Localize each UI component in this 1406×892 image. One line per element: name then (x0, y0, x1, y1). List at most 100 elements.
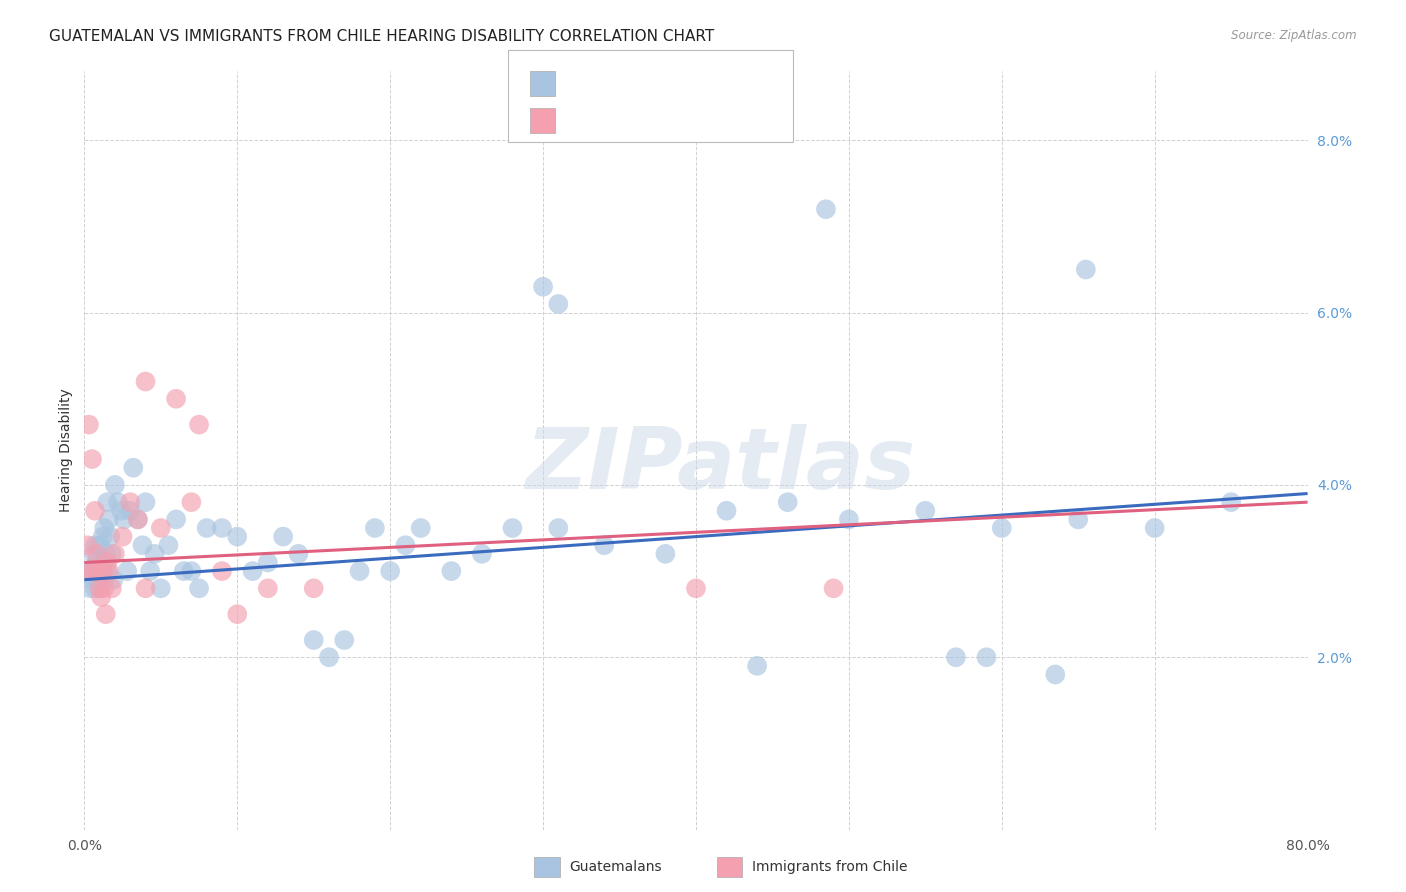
Point (716, 504, 738, 518)
Point (127, 512, 149, 526)
Point (823, 582, 845, 596)
Point (593, 538, 616, 552)
Point (131, 538, 153, 552)
Point (776, 495, 799, 509)
Point (654, 547, 676, 561)
Point (139, 564, 162, 578)
Point (157, 538, 180, 552)
Point (1220, 495, 1243, 509)
Point (93, 582, 115, 596)
Point (1045, 667, 1067, 681)
Point (685, 582, 707, 596)
Point (120, 495, 142, 509)
Point (122, 460, 145, 475)
Point (101, 547, 124, 561)
Point (77, 417, 100, 432)
Point (76, 564, 98, 578)
Point (211, 564, 233, 578)
Point (135, 495, 157, 509)
Point (86, 556, 108, 570)
Point (103, 573, 125, 587)
Point (226, 607, 249, 622)
Point (83, 547, 105, 561)
Point (211, 521, 233, 535)
Point (104, 478, 127, 492)
Point (165, 512, 187, 526)
Point (84, 582, 107, 596)
Point (89, 582, 111, 596)
Point (87, 564, 110, 578)
Point (96, 564, 118, 578)
Point (302, 582, 325, 596)
Point (188, 417, 211, 432)
Point (127, 512, 149, 526)
Point (84, 504, 107, 518)
Point (318, 650, 340, 665)
Point (112, 512, 135, 526)
Point (1074, 262, 1097, 277)
Point (90, 590, 112, 604)
Text: 28: 28 (683, 113, 703, 128)
Point (76, 538, 98, 552)
Point (547, 521, 569, 535)
Point (226, 530, 249, 544)
Point (97, 512, 120, 526)
Text: ZIPatlas: ZIPatlas (526, 424, 915, 508)
Point (302, 633, 325, 648)
Point (945, 650, 967, 665)
Point (257, 556, 280, 570)
Text: GUATEMALAN VS IMMIGRANTS FROM CHILE HEARING DISABILITY CORRELATION CHART: GUATEMALAN VS IMMIGRANTS FROM CHILE HEAR… (49, 29, 714, 44)
Point (91, 564, 114, 578)
Point (96, 495, 118, 509)
Point (101, 582, 124, 596)
Point (135, 375, 157, 389)
Point (409, 521, 432, 535)
Point (1143, 521, 1166, 535)
Point (814, 202, 837, 217)
Point (110, 504, 132, 518)
Point (89, 582, 111, 596)
Point (149, 582, 172, 596)
Point (149, 521, 172, 535)
Point (94, 607, 117, 622)
Point (195, 521, 218, 535)
Point (143, 547, 166, 561)
Point (83, 573, 105, 587)
Point (471, 547, 494, 561)
Point (104, 547, 127, 561)
Point (87, 564, 110, 578)
Point (257, 582, 280, 596)
Point (97, 564, 120, 578)
Point (349, 564, 371, 578)
Point (380, 564, 402, 578)
Point (242, 564, 264, 578)
Point (976, 650, 998, 665)
Point (77, 564, 100, 578)
Point (96, 556, 118, 570)
Point (165, 392, 187, 406)
Point (120, 504, 142, 518)
Text: N =: N = (651, 77, 683, 91)
Text: 0.181: 0.181 (599, 77, 645, 91)
Point (80, 452, 103, 467)
Point (98, 530, 121, 544)
Point (173, 564, 195, 578)
Text: R =: R = (567, 113, 598, 128)
Text: Guatemalans: Guatemalans (569, 860, 662, 874)
Point (115, 564, 138, 578)
Point (180, 564, 202, 578)
Point (91, 530, 114, 544)
Point (111, 530, 134, 544)
Point (188, 582, 211, 596)
Point (135, 582, 157, 596)
Text: 0.066: 0.066 (599, 113, 645, 128)
Point (547, 297, 569, 311)
Point (364, 521, 387, 535)
Point (991, 521, 1014, 535)
Point (79, 564, 101, 578)
Point (93, 573, 115, 587)
Point (838, 512, 860, 526)
Text: R =: R = (567, 77, 598, 91)
Point (914, 504, 936, 518)
Text: 71: 71 (683, 77, 703, 91)
